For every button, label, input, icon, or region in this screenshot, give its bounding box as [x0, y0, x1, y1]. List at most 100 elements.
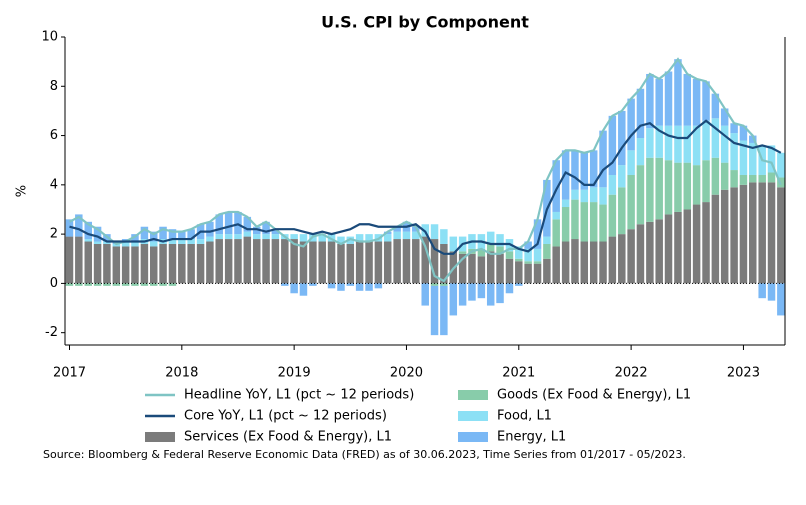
bar-segment — [168, 283, 177, 286]
bar-segment — [720, 125, 729, 163]
bar-segment — [318, 234, 326, 242]
bar-segment — [468, 283, 476, 301]
bar-segment — [458, 251, 467, 254]
legend-label: Food, L1 — [497, 409, 552, 424]
bar-segment — [636, 224, 645, 284]
bar-segment — [224, 234, 233, 240]
bar-segment — [618, 110, 626, 166]
bar-segment — [224, 211, 233, 235]
bar-segment — [383, 234, 392, 242]
bar-segment — [355, 283, 364, 291]
bar-segment — [346, 243, 355, 284]
bar-segment — [299, 234, 308, 242]
bar-segment — [299, 241, 308, 284]
y-axis-label: % — [15, 185, 30, 197]
legend-swatch — [458, 432, 488, 442]
bar-segment — [290, 283, 298, 294]
bar-segment — [337, 283, 345, 291]
bar-segment — [524, 261, 532, 264]
bar-segment — [84, 241, 92, 284]
bar-segment — [730, 187, 738, 284]
bar-segment — [252, 239, 261, 284]
y-tick-label: 2 — [50, 227, 58, 242]
bar-segment — [589, 202, 598, 242]
bar-segment — [486, 231, 495, 244]
bar-segment — [524, 241, 532, 249]
bar-segment — [281, 239, 289, 284]
bar-segment — [412, 231, 420, 240]
line-series — [68, 57, 782, 283]
bar-segment — [252, 226, 261, 235]
bar-segment — [552, 160, 560, 212]
bar-segment — [571, 239, 579, 284]
bar-segment — [664, 71, 673, 126]
bar-segment — [505, 251, 514, 259]
bar-segment — [75, 236, 83, 284]
bar-segment — [458, 283, 467, 306]
bar-segment — [430, 224, 439, 240]
bar-segment — [496, 283, 504, 304]
bar-segment — [674, 162, 682, 212]
bar-segment — [178, 243, 186, 284]
bar-segment — [383, 241, 392, 284]
bar-segment — [84, 239, 92, 242]
bar-segment — [355, 234, 364, 242]
bar-segment — [749, 182, 757, 284]
bar-segment — [739, 184, 748, 284]
bar-segment — [552, 211, 560, 220]
bar-segment — [739, 125, 748, 141]
bar-segment — [758, 182, 766, 284]
bar-segment — [187, 239, 195, 244]
x-tick-label: 2017 — [53, 366, 86, 381]
y-tick-label: 8 — [50, 79, 58, 94]
bar-segment — [486, 283, 495, 306]
bar-segment — [65, 236, 74, 284]
x-tick-label: 2020 — [390, 366, 423, 381]
bar-segment — [749, 142, 757, 175]
bar-segment — [608, 236, 617, 284]
bar-segment — [365, 241, 373, 284]
bar-segment — [178, 231, 186, 240]
legend-label: Goods (Ex Food & Energy), L1 — [497, 388, 691, 403]
bar-segment — [739, 174, 748, 185]
bar-segment — [65, 283, 74, 286]
bar-segment — [468, 253, 476, 284]
y-tick-label: 0 — [50, 276, 58, 291]
bar-segment — [777, 152, 785, 178]
bar-segment — [711, 93, 720, 119]
bar-segment — [692, 204, 701, 284]
bar-segment — [618, 187, 626, 235]
y-tick-label: -2 — [45, 325, 58, 340]
bar-segment — [599, 241, 607, 284]
bar-segment — [674, 125, 682, 163]
bar-segment — [571, 189, 579, 200]
bar-segment — [112, 243, 121, 247]
bar-segment — [355, 241, 364, 284]
y-tick-label: 4 — [50, 177, 58, 192]
bar-segment — [440, 243, 448, 284]
bar-segment — [692, 78, 701, 126]
bar-segment — [318, 241, 326, 284]
bar-segment — [327, 283, 336, 289]
bar-segment — [664, 214, 673, 284]
bar-segment — [159, 243, 167, 284]
bar-segment — [84, 283, 92, 286]
bar-segment — [75, 214, 83, 237]
bar-segment — [561, 207, 570, 242]
bar-segment — [599, 187, 607, 205]
bar-segment — [711, 194, 720, 284]
bar-segment — [533, 261, 542, 264]
bar-segment — [159, 226, 167, 240]
bar-segment — [112, 246, 121, 284]
bar-segment — [674, 59, 682, 126]
bar-segment — [543, 243, 551, 259]
bar-segment — [243, 216, 252, 232]
bar-segment — [561, 150, 570, 200]
bar-segment — [103, 241, 111, 244]
bar-segment — [140, 226, 149, 240]
bar-segment — [449, 236, 458, 252]
x-tick-label: 2018 — [165, 366, 198, 381]
bar-segment — [683, 209, 692, 284]
chart-title: U.S. CPI by Component — [321, 13, 529, 32]
bar-segment — [412, 239, 420, 284]
